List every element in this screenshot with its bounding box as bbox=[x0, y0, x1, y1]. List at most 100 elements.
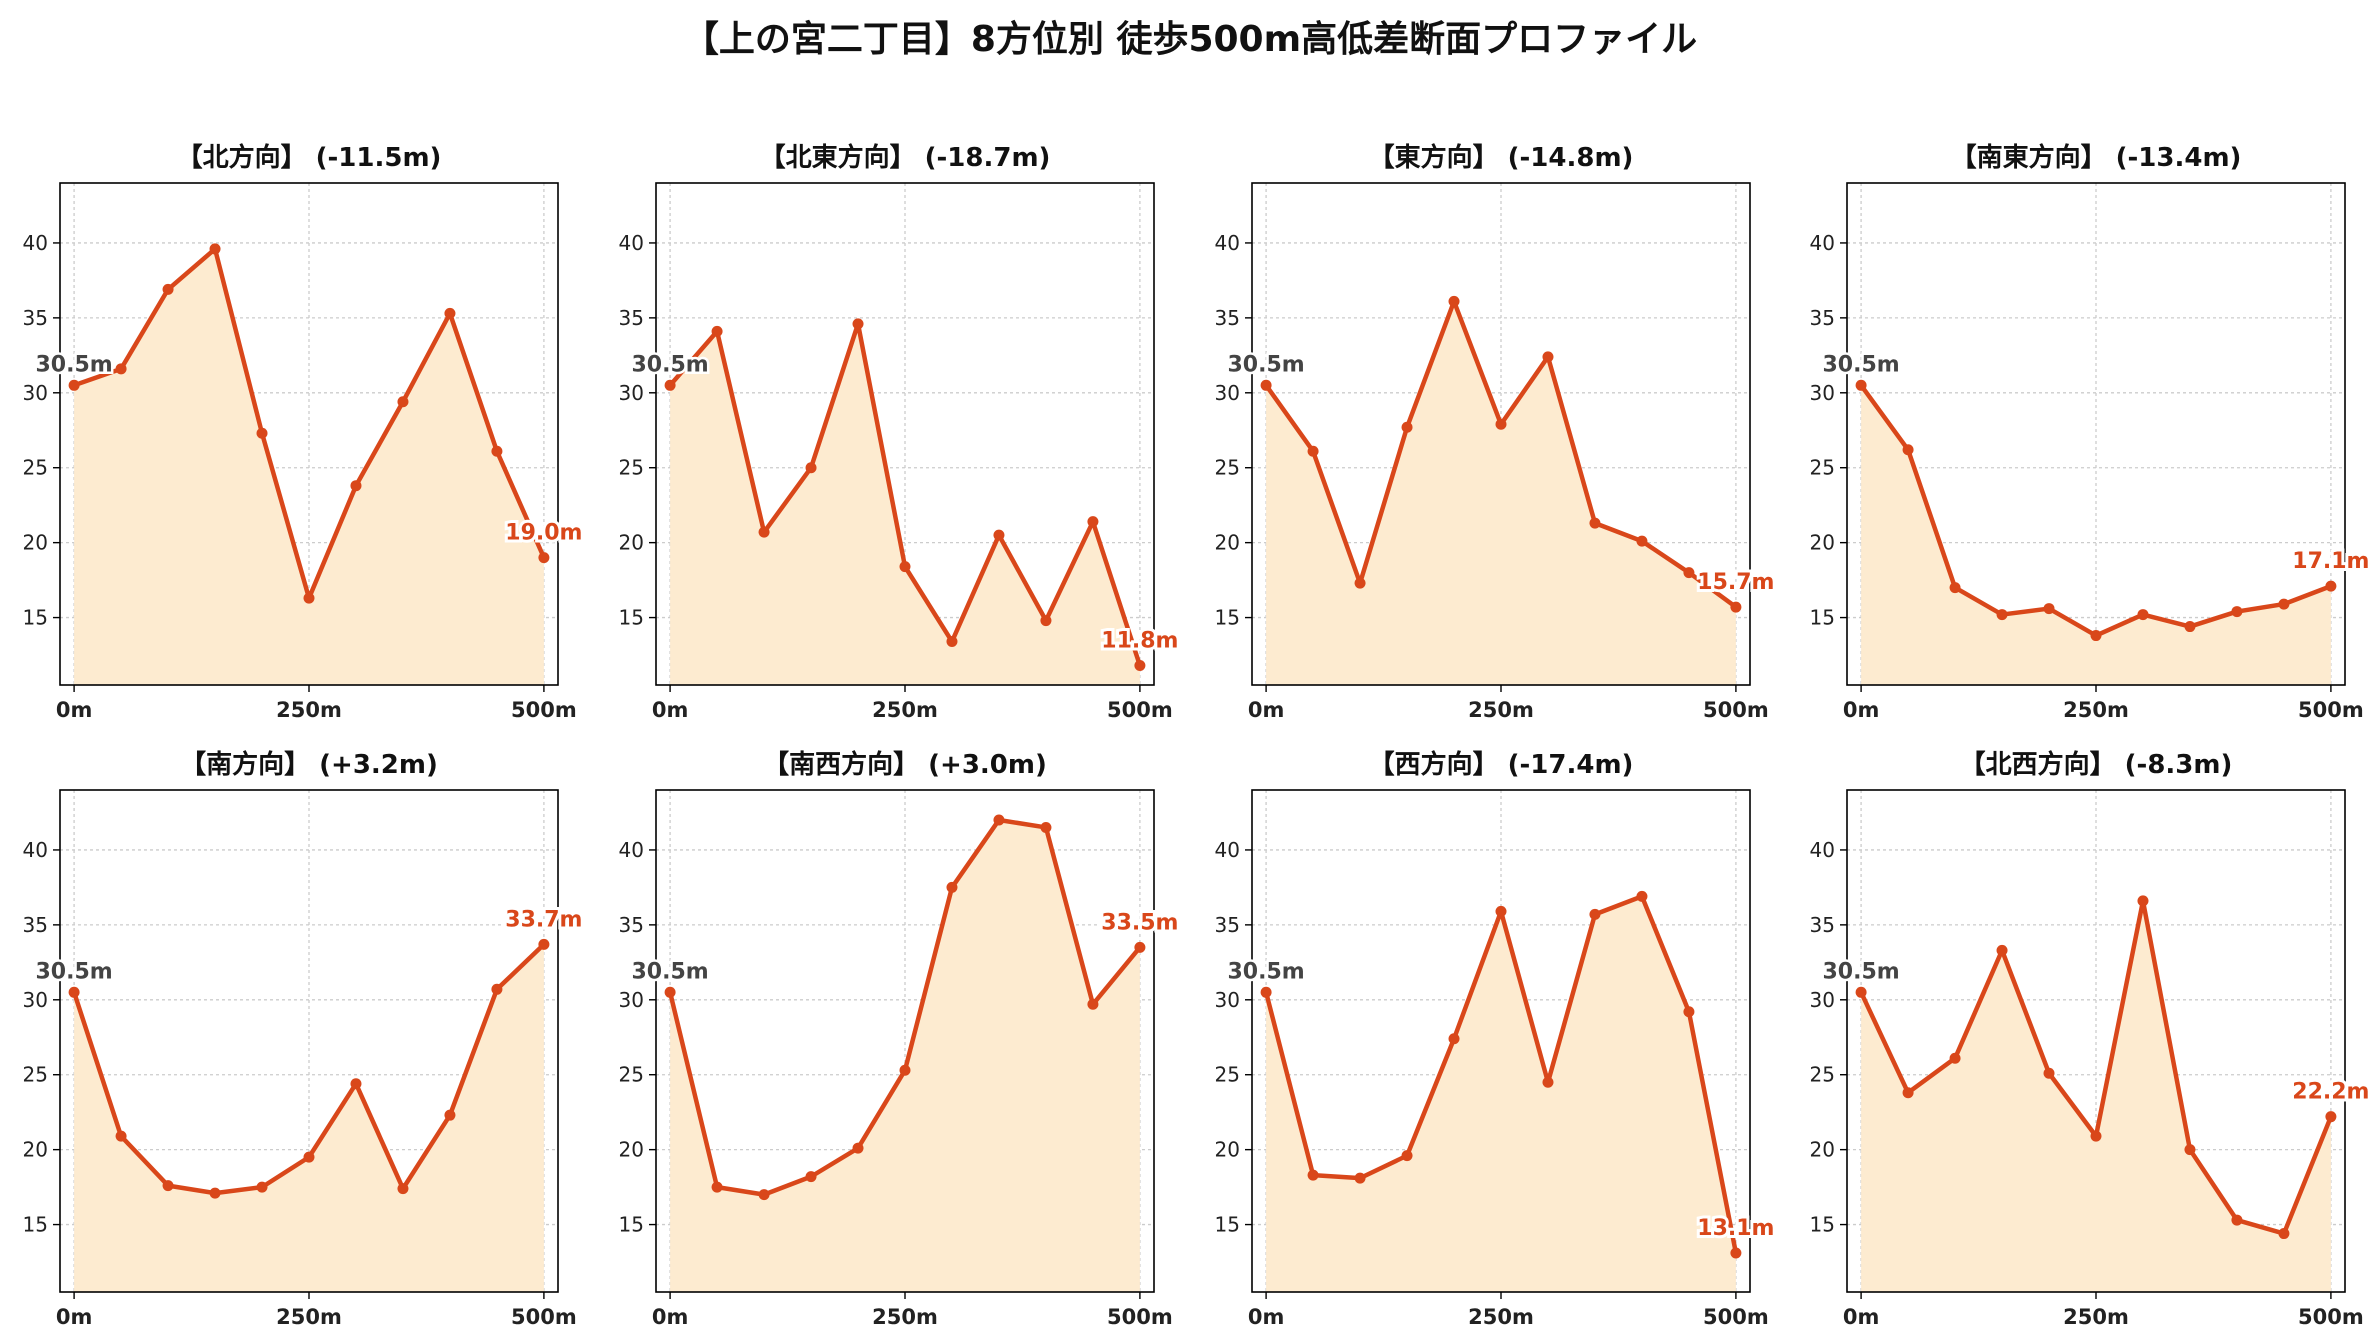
data-point bbox=[946, 881, 958, 893]
data-point bbox=[1260, 986, 1272, 998]
y-tick-label: 15 bbox=[1810, 606, 1835, 630]
data-point bbox=[852, 318, 864, 330]
data-point bbox=[1307, 445, 1319, 457]
data-point bbox=[805, 462, 817, 474]
x-tick-label: 250m bbox=[276, 1305, 342, 1329]
data-point bbox=[209, 1187, 221, 1199]
x-tick-label: 0m bbox=[1843, 1305, 1880, 1329]
data-point bbox=[1855, 986, 1867, 998]
data-point bbox=[1495, 905, 1507, 917]
start-elevation-label: 30.5m bbox=[1822, 959, 1899, 984]
subplot-6: 【南西方向】 (+3.0m) 15 20 25 30 35 40 0m 250m 500m 30.5… bbox=[619, 749, 1182, 1329]
data-point bbox=[2137, 609, 2149, 621]
x-tick-label: 500m bbox=[511, 1305, 577, 1329]
y-tick-label: 25 bbox=[619, 456, 644, 480]
end-elevation-label: 17.1m bbox=[2292, 549, 2369, 574]
y-tick-label: 15 bbox=[1215, 1213, 1240, 1237]
x-tick-label: 0m bbox=[1248, 1305, 1285, 1329]
subplot-title: 【南東方向】 (-13.4m) bbox=[1951, 142, 2242, 173]
y-tick-label: 40 bbox=[23, 231, 48, 255]
y-tick-label: 35 bbox=[619, 306, 644, 330]
y-tick-label: 40 bbox=[1215, 838, 1240, 862]
x-tick-label: 500m bbox=[1107, 698, 1173, 722]
data-point bbox=[2137, 895, 2149, 907]
data-point bbox=[1589, 517, 1601, 529]
y-tick-label: 20 bbox=[619, 1138, 644, 1162]
subplot-title: 【北東方向】 (-18.7m) bbox=[760, 142, 1051, 173]
data-point bbox=[1636, 535, 1648, 547]
y-tick-label: 20 bbox=[23, 1138, 48, 1162]
y-tick-label: 20 bbox=[1215, 1138, 1240, 1162]
y-tick-label: 25 bbox=[1215, 456, 1240, 480]
start-elevation-label: 30.5m bbox=[631, 959, 708, 984]
area-fill bbox=[1266, 301, 1736, 685]
y-tick-label: 40 bbox=[1810, 231, 1835, 255]
y-tick-label: 40 bbox=[619, 838, 644, 862]
end-elevation-label: 19.0m bbox=[505, 521, 582, 546]
start-elevation-label: 30.5m bbox=[1822, 352, 1899, 377]
x-tick-label: 500m bbox=[1703, 1305, 1769, 1329]
area-fill bbox=[1861, 385, 2331, 685]
data-point bbox=[1542, 351, 1554, 363]
data-point bbox=[1495, 418, 1507, 430]
figure-title: 【上の宮二丁目】8方位別 徒歩500m高低差断面プロファイル bbox=[682, 19, 1698, 60]
data-point bbox=[256, 427, 268, 439]
area-fill bbox=[670, 819, 1140, 1292]
x-tick-label: 250m bbox=[1468, 698, 1534, 722]
y-tick-label: 30 bbox=[23, 988, 48, 1012]
data-point bbox=[1730, 601, 1742, 613]
y-tick-label: 30 bbox=[1810, 988, 1835, 1012]
data-point bbox=[1636, 890, 1648, 902]
y-tick-label: 15 bbox=[619, 1213, 644, 1237]
y-tick-label: 25 bbox=[23, 1063, 48, 1087]
end-elevation-label: 33.7m bbox=[505, 907, 582, 932]
subplot-title: 【南西方向】 (+3.0m) bbox=[763, 749, 1047, 780]
data-point bbox=[162, 283, 174, 295]
y-tick-label: 30 bbox=[619, 381, 644, 405]
data-point bbox=[2090, 1130, 2102, 1142]
x-tick-label: 500m bbox=[2298, 698, 2364, 722]
data-point bbox=[2043, 603, 2055, 615]
data-point bbox=[805, 1171, 817, 1183]
data-point bbox=[538, 938, 550, 950]
end-elevation-label: 13.1m bbox=[1697, 1216, 1774, 1241]
data-point bbox=[1040, 821, 1052, 833]
data-point bbox=[852, 1142, 864, 1154]
data-point bbox=[350, 480, 362, 492]
data-point bbox=[1134, 941, 1146, 953]
x-tick-label: 0m bbox=[56, 698, 93, 722]
y-tick-label: 20 bbox=[1810, 1138, 1835, 1162]
subplot-title: 【北方向】 (-11.5m) bbox=[177, 142, 442, 173]
y-tick-label: 35 bbox=[1215, 913, 1240, 937]
data-point bbox=[2090, 630, 2102, 642]
y-tick-label: 15 bbox=[23, 1213, 48, 1237]
end-elevation-label: 15.7m bbox=[1697, 570, 1774, 595]
subplot-5: 【南方向】 (+3.2m) 15 20 25 30 35 40 0m 250m 500m 30.5m… bbox=[23, 749, 586, 1329]
data-point bbox=[2231, 606, 2243, 618]
data-point bbox=[2278, 1228, 2290, 1240]
subplot-title: 【北西方向】 (-8.3m) bbox=[1960, 749, 2233, 780]
data-point bbox=[2184, 621, 2196, 633]
y-tick-label: 35 bbox=[23, 306, 48, 330]
data-point bbox=[1401, 1150, 1413, 1162]
subplot-7: 【西方向】 (-17.4m) 15 20 25 30 35 40 0m 250m 500m 30.5… bbox=[1215, 749, 1778, 1329]
y-tick-label: 25 bbox=[619, 1063, 644, 1087]
y-tick-label: 40 bbox=[1215, 231, 1240, 255]
start-elevation-label: 30.5m bbox=[1227, 352, 1304, 377]
data-point bbox=[444, 1109, 456, 1121]
data-point bbox=[1448, 1033, 1460, 1045]
data-point bbox=[115, 363, 127, 375]
x-tick-label: 250m bbox=[2063, 1305, 2129, 1329]
y-tick-label: 35 bbox=[23, 913, 48, 937]
end-elevation-label: 22.2m bbox=[2292, 1080, 2369, 1105]
data-point bbox=[1949, 1052, 1961, 1064]
data-point bbox=[946, 636, 958, 648]
data-point bbox=[1902, 1087, 1914, 1099]
area-fill bbox=[1861, 900, 2331, 1292]
start-elevation-label: 30.5m bbox=[631, 352, 708, 377]
y-tick-label: 25 bbox=[1215, 1063, 1240, 1087]
data-point bbox=[711, 1181, 723, 1193]
x-tick-label: 250m bbox=[872, 1305, 938, 1329]
data-point bbox=[2278, 598, 2290, 610]
